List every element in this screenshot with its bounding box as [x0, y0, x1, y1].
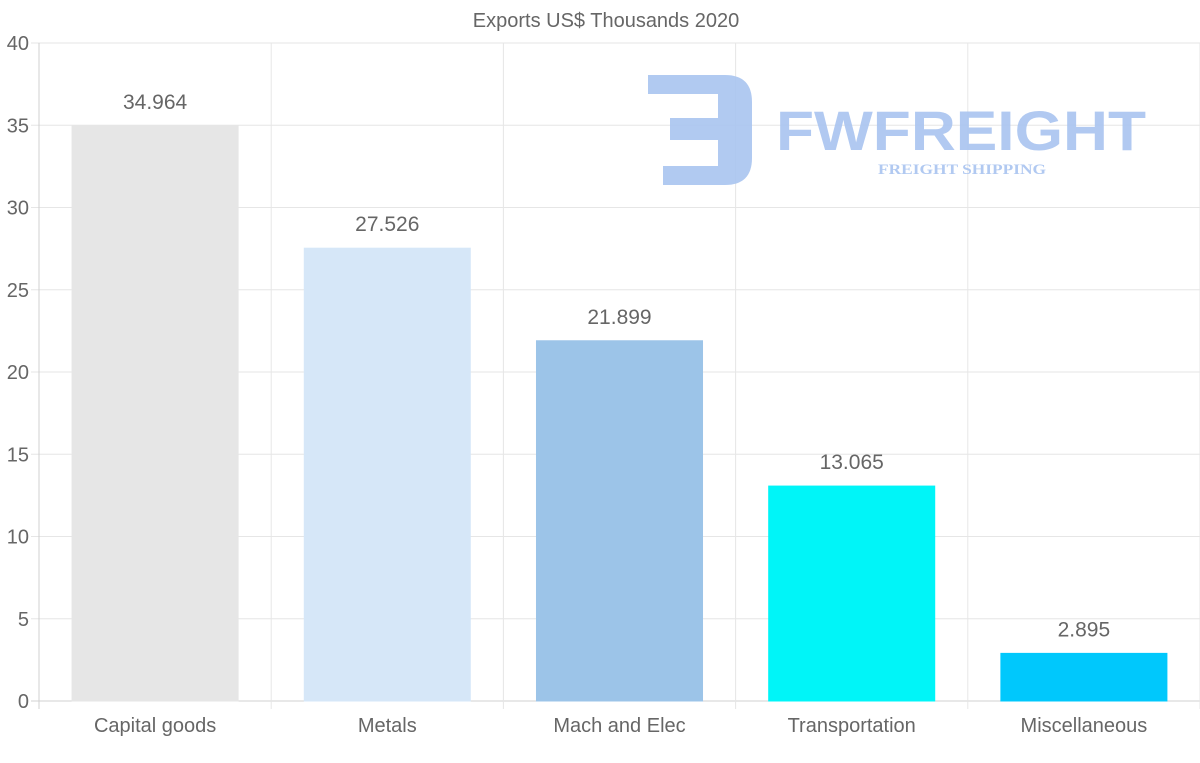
- y-tick-label: 15: [7, 444, 29, 466]
- x-tick-label: Capital goods: [94, 715, 216, 737]
- watermark-logo-icon: [648, 75, 752, 185]
- x-tick-label: Metals: [358, 715, 417, 737]
- bars: 34.964 Capital goods 27.526 Metals 21.899 Mac…: [71, 91, 1168, 737]
- data-label: 2.895: [1058, 618, 1111, 641]
- x-tick-label: Miscellaneous: [1021, 715, 1148, 737]
- y-tick-label: 40: [7, 33, 29, 55]
- y-tick-label: 35: [7, 115, 29, 137]
- y-tick-label: 5: [18, 609, 29, 631]
- x-tick-label: Mach and Elec: [553, 715, 685, 737]
- bar: [535, 340, 704, 702]
- y-tick-label: 10: [7, 527, 29, 549]
- data-label: 27.526: [355, 213, 419, 236]
- bar: [1000, 652, 1168, 702]
- watermark-tagline: FREIGHT SHIPPING: [878, 162, 1046, 178]
- y-tick-label: 30: [7, 198, 29, 220]
- watermark-brand: FWFREIGHT: [776, 99, 1146, 162]
- bar: [71, 125, 239, 702]
- data-label: 13.065: [820, 451, 884, 474]
- y-tick-label: 0: [18, 691, 29, 713]
- data-label: 34.964: [123, 91, 188, 114]
- watermark: FWFREIGHT FREIGHT SHIPPING: [648, 75, 1146, 185]
- data-label: 21.899: [587, 306, 651, 329]
- y-tick-label: 20: [7, 362, 29, 384]
- y-tick-label: 25: [7, 280, 29, 302]
- bar: [768, 485, 936, 702]
- chart-title: Exports US$ Thousands 2020: [473, 10, 739, 32]
- x-tick-label: Transportation: [788, 715, 916, 737]
- bar: [303, 247, 471, 702]
